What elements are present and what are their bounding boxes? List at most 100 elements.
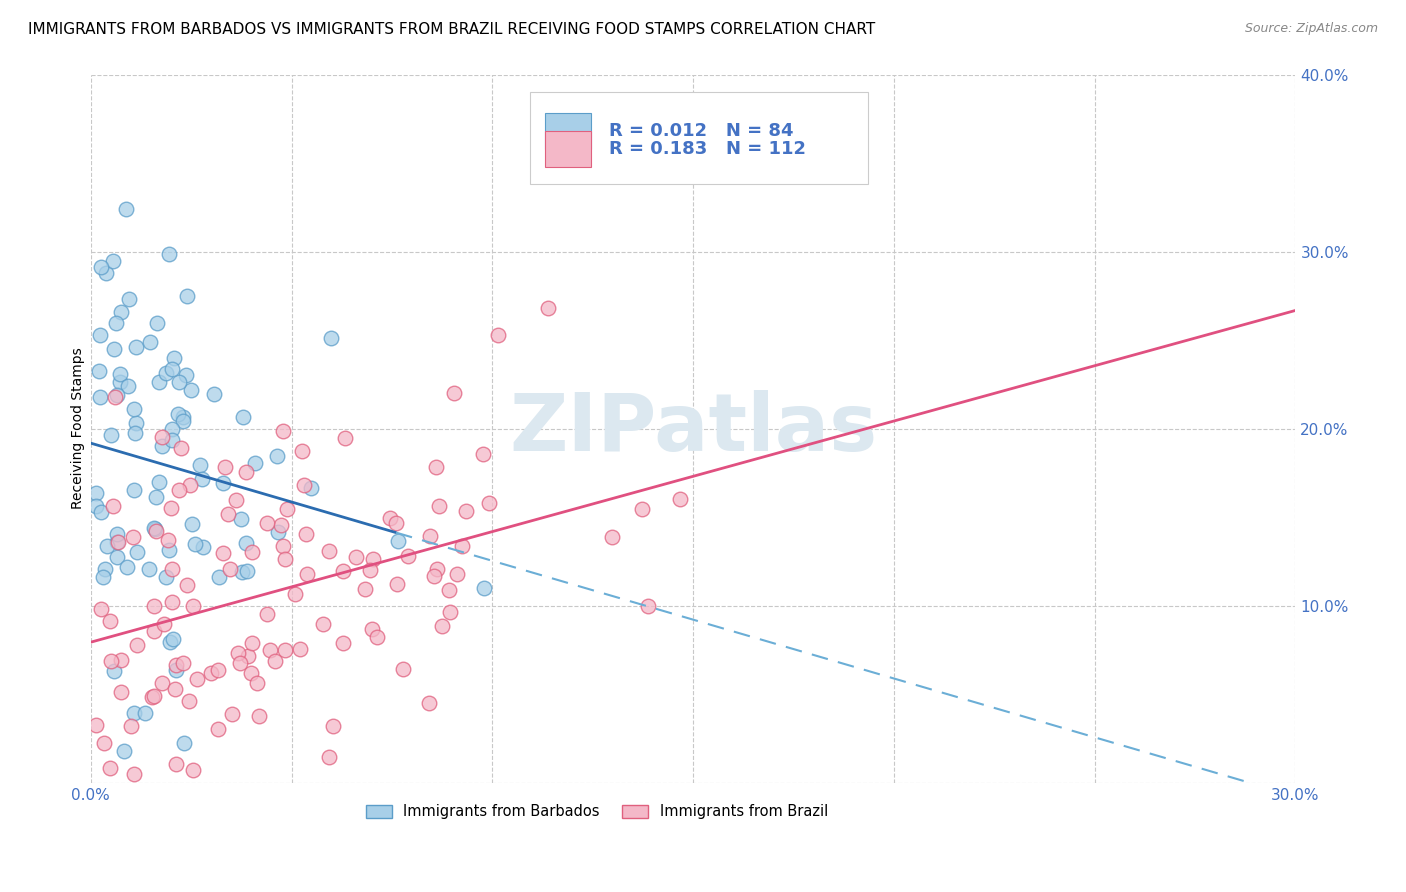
Point xyxy=(91,569,114,583)
Point xyxy=(150,439,173,453)
Point xyxy=(125,638,148,652)
Point xyxy=(141,690,163,704)
Point xyxy=(84,485,107,500)
Point xyxy=(176,578,198,592)
Point xyxy=(155,366,177,380)
Point xyxy=(259,642,281,657)
Point xyxy=(122,483,145,497)
Point xyxy=(90,601,112,615)
Point xyxy=(143,521,166,535)
Point xyxy=(361,622,384,636)
Point xyxy=(100,614,122,628)
Point xyxy=(366,630,388,644)
Point xyxy=(125,340,148,354)
Point xyxy=(312,617,335,632)
Point xyxy=(118,292,141,306)
Point xyxy=(451,539,474,553)
Point xyxy=(478,496,501,510)
Point xyxy=(295,527,318,541)
Point xyxy=(104,390,127,404)
Point xyxy=(318,543,340,558)
Point xyxy=(93,736,115,750)
Point xyxy=(221,707,243,722)
Point xyxy=(155,570,177,584)
Point xyxy=(423,568,446,582)
Point xyxy=(183,763,205,777)
Point xyxy=(600,529,623,543)
Point xyxy=(176,288,198,302)
Point xyxy=(240,635,263,649)
Point xyxy=(273,552,295,566)
Point xyxy=(104,316,127,330)
Point xyxy=(256,607,278,621)
Point xyxy=(446,567,468,582)
Point xyxy=(396,549,419,564)
FancyBboxPatch shape xyxy=(530,92,868,185)
Point xyxy=(150,675,173,690)
Point xyxy=(335,431,357,445)
Point xyxy=(145,490,167,504)
Point xyxy=(160,561,183,575)
Text: ZIPatlas: ZIPatlas xyxy=(509,390,877,467)
Point xyxy=(354,582,377,597)
Point xyxy=(236,648,259,663)
Point xyxy=(174,368,197,382)
Point xyxy=(235,536,257,550)
Point xyxy=(188,458,211,472)
Point xyxy=(454,504,477,518)
Point xyxy=(96,266,118,280)
Point xyxy=(112,743,135,757)
Point xyxy=(165,756,187,771)
Point xyxy=(159,635,181,649)
Point xyxy=(437,582,460,597)
Point xyxy=(142,690,165,704)
Point xyxy=(107,534,129,549)
Point xyxy=(318,750,340,764)
Point xyxy=(101,499,124,513)
Point xyxy=(167,407,190,421)
Point xyxy=(181,516,204,531)
Point xyxy=(103,342,125,356)
Point xyxy=(427,499,450,513)
Point xyxy=(387,533,409,548)
Point xyxy=(108,375,131,389)
Point xyxy=(98,761,121,775)
Point xyxy=(167,375,190,389)
Point xyxy=(208,570,231,584)
Point xyxy=(89,390,111,404)
Point xyxy=(172,656,194,670)
Point xyxy=(443,386,465,401)
Point xyxy=(266,525,288,540)
Point xyxy=(148,475,170,490)
Point xyxy=(288,641,311,656)
Point xyxy=(90,260,112,274)
Point xyxy=(217,507,239,521)
Point xyxy=(668,491,690,506)
Point xyxy=(122,706,145,720)
Point xyxy=(143,599,166,613)
Point xyxy=(243,456,266,470)
Bar xyxy=(546,131,591,167)
Point xyxy=(122,401,145,416)
Point xyxy=(247,709,270,723)
Point xyxy=(143,522,166,536)
Point xyxy=(138,562,160,576)
Point xyxy=(385,516,408,531)
Point xyxy=(120,719,142,733)
Point xyxy=(426,562,449,576)
Point xyxy=(89,364,111,378)
Point xyxy=(100,654,122,668)
Point xyxy=(211,546,233,560)
Point xyxy=(100,428,122,442)
Point xyxy=(150,429,173,443)
Point xyxy=(124,425,146,440)
Point xyxy=(103,664,125,678)
Point xyxy=(425,459,447,474)
Point xyxy=(637,599,659,614)
Point xyxy=(110,652,132,666)
Point xyxy=(273,539,295,553)
Point xyxy=(631,502,654,516)
Point xyxy=(162,632,184,646)
Point xyxy=(472,447,495,461)
Point xyxy=(108,367,131,381)
